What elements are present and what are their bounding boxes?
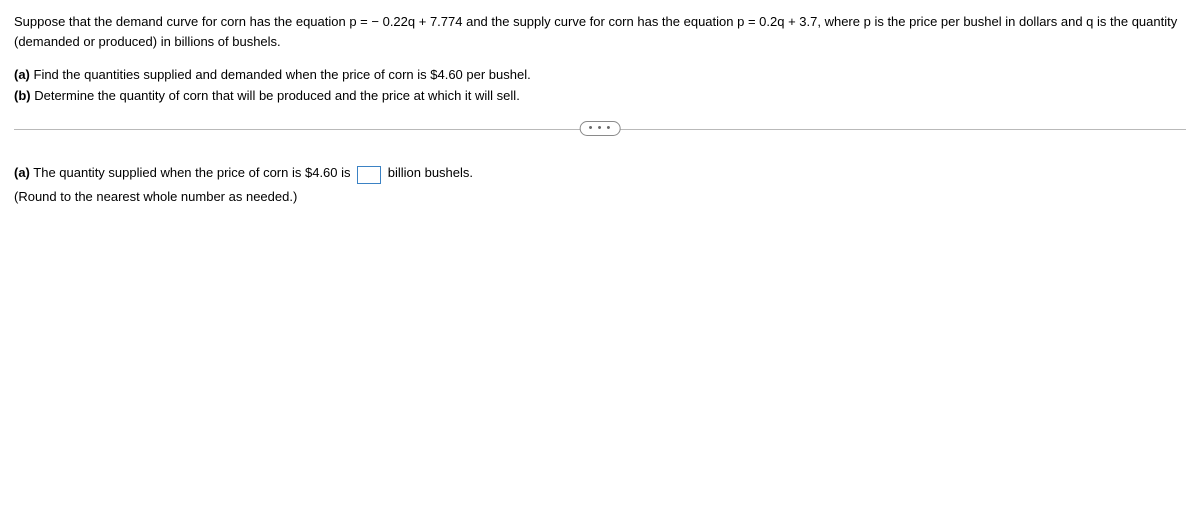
part-a-label: (a) [14,67,30,82]
section-divider: • • • [14,121,1186,137]
answer-a-label: (a) [14,165,30,180]
supply-equation: 0.2q + 3.7 [759,14,817,29]
part-b-label: (b) [14,88,31,103]
answer-a-after: billion bushels. [384,165,473,180]
part-b: (b) Determine the quantity of corn that … [14,86,1186,107]
expand-toggle[interactable]: • • • [580,121,621,136]
answer-line-a: (a) The quantity supplied when the price… [14,161,1186,186]
part-b-text: Determine the quantity of corn that will… [31,88,520,103]
question-parts: (a) Find the quantities supplied and dem… [14,65,1186,107]
part-a: (a) Find the quantities supplied and dem… [14,65,1186,86]
intro-text-2: and the supply curve for corn has the eq… [462,14,759,29]
intro-text-1: Suppose that the demand curve for corn h… [14,14,371,29]
part-a-text: Find the quantities supplied and demande… [30,67,531,82]
rounding-instruction: (Round to the nearest whole number as ne… [14,185,1186,210]
answer-area: (a) The quantity supplied when the price… [14,161,1186,210]
demand-equation: − 0.22q + 7.774 [371,14,462,29]
quantity-supplied-input[interactable] [357,166,381,184]
problem-intro: Suppose that the demand curve for corn h… [14,12,1186,51]
answer-a-before: The quantity supplied when the price of … [30,165,354,180]
problem-statement: Suppose that the demand curve for corn h… [14,12,1186,107]
